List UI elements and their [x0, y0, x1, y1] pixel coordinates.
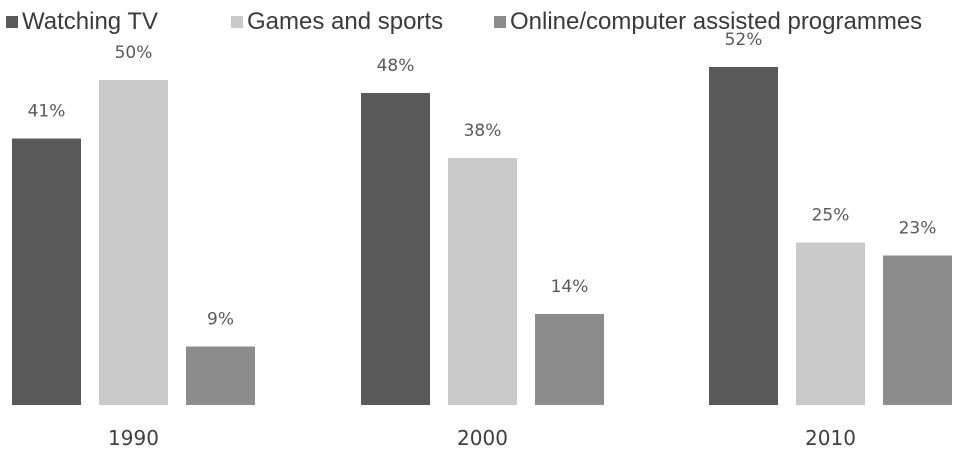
chart-legend: Watching TV Games and sports Online/comp… — [6, 4, 972, 44]
category-label-2000: 2000 — [457, 426, 508, 450]
data-label-online-computer-assisted-programmes-2010: 23% — [899, 219, 937, 239]
data-label-games-and-sports-1990: 50% — [115, 43, 153, 63]
data-label-online-computer-assisted-programmes-1990: 9% — [207, 310, 234, 330]
legend-label-watching-tv: Watching TV — [22, 8, 159, 35]
bar-games-and-sports-1990 — [99, 80, 168, 405]
category-label-2010: 2010 — [805, 426, 856, 450]
data-label-games-and-sports-2000: 38% — [464, 121, 502, 141]
bar-online-computer-assisted-programmes-2000 — [535, 314, 604, 405]
legend-item-online-programmes: Online/computer assisted programmes — [494, 8, 922, 36]
data-label-watching-tv-1990: 41% — [28, 102, 66, 122]
legend-item-games-and-sports: Games and sports — [231, 8, 443, 36]
data-label-games-and-sports-2010: 25% — [812, 206, 850, 226]
bar-watching-tv-2010 — [709, 67, 778, 405]
legend-label-online-programmes: Online/computer assisted programmes — [510, 8, 923, 35]
bar-online-computer-assisted-programmes-2010 — [883, 255, 952, 405]
data-label-online-computer-assisted-programmes-2000: 14% — [551, 277, 589, 297]
data-label-watching-tv-2000: 48% — [377, 56, 415, 76]
bar-online-computer-assisted-programmes-1990 — [186, 346, 255, 405]
category-label-1990: 1990 — [108, 426, 159, 450]
bar-games-and-sports-2000 — [448, 158, 517, 405]
legend-label-games-and-sports: Games and sports — [247, 8, 444, 35]
legend-swatch-games-and-sports — [231, 16, 243, 28]
legend-swatch-watching-tv — [6, 16, 18, 28]
legend-item-watching-tv: Watching TV — [6, 8, 158, 36]
bar-games-and-sports-2010 — [796, 242, 865, 405]
bar-watching-tv-1990 — [12, 138, 81, 405]
bar-watching-tv-2000 — [361, 93, 430, 405]
data-label-watching-tv-2010: 52% — [725, 30, 763, 50]
legend-swatch-online-programmes — [494, 16, 506, 28]
